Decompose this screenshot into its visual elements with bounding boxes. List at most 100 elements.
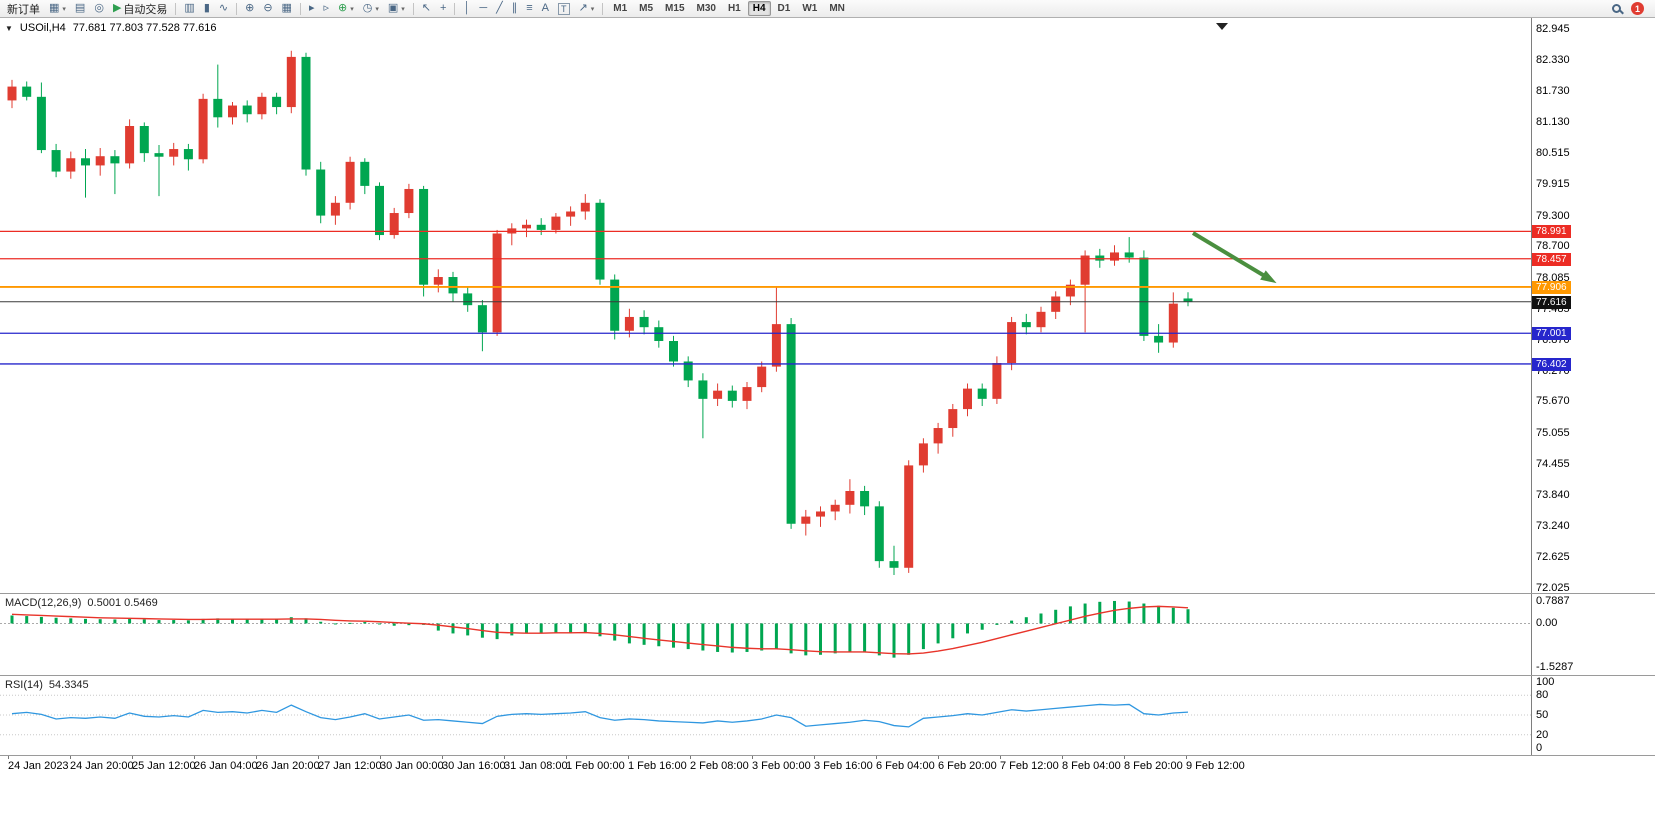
price-axis[interactable]: 82.945 82.330 81.730 81.130 80.515 79.915 79.3… [1531,18,1655,593]
label-button[interactable]: T [554,1,574,17]
timeframe-w1-button[interactable]: W1 [802,3,818,14]
macd-axis-label: 0.00 [1536,617,1558,630]
macd-axis-label: 0.7887 [1536,595,1570,607]
macd-label: MACD(12,26,9) 0.5001 0.5469 [5,597,158,609]
indicators-icon: ⊕ [338,2,348,14]
crosshair-button[interactable]: + [436,1,450,17]
auto-scroll-button[interactable]: ▸ [305,1,319,17]
main-chart-panel[interactable]: 82.945 82.330 81.730 81.130 80.515 79.915 79.3… [0,18,1655,594]
timeframe-m30-button[interactable]: M30 [696,3,716,14]
notification-badge[interactable]: 1 [1631,2,1644,15]
chevron-down-icon: ▾ [590,5,595,13]
time-axis[interactable]: 24 Jan 2023 24 Jan 20:00 25 Jan 12:00 26 Ja… [0,756,1655,774]
alerts-icon: ◎ [94,2,104,14]
price-level-badge: 76.402 [1532,357,1571,371]
charts-menu-button[interactable]: ▦ ▾ [45,1,70,17]
zoom-in-button[interactable]: ⊕ [241,1,258,17]
time-axis-label: 27 Jan 12:00 [318,760,382,772]
periods-button[interactable]: ◷ ▾ [359,1,383,17]
toolbar-separator [602,2,604,15]
macd-histogram [10,600,1190,658]
price-level-badge: 77.616 [1532,295,1571,309]
horizontal-line-button[interactable]: ─ [475,1,491,17]
macd-axis-label: -1.5287 [1536,661,1574,673]
text-button[interactable]: A [538,1,553,17]
main-plot[interactable] [0,18,1531,593]
timeframe-m5-button[interactable]: M5 [639,3,654,14]
macd-axis[interactable]: 0.7887 0.00 -1.5287 [1531,594,1655,675]
toolbar-separator [236,2,238,15]
auto-trading-button-label: 自动交易 [123,3,168,16]
auto-trading-button[interactable]: ▶ 自动交易 [109,1,171,17]
price-axis-label: 82.945 [1536,23,1570,35]
candle-chart-type-icon: ▮ [203,2,210,14]
timeframe-h4-button[interactable]: H4 [747,1,771,16]
line-chart-type-button[interactable]: ∿ [215,1,232,17]
price-axis-label: 80.515 [1536,147,1570,160]
time-axis-label: 26 Jan 20:00 [256,760,320,772]
price-axis-label: 78.085 [1536,271,1570,284]
time-axis-label: 30 Jan 00:00 [380,760,444,772]
price-level-lines[interactable] [0,230,1531,365]
time-axis-label: 8 Feb 20:00 [1124,760,1183,772]
label-icon: T [558,2,570,15]
time-tick [690,756,691,759]
profiles-button[interactable]: ▤ [71,1,89,17]
channel-button[interactable]: ∥ [508,1,522,17]
timeframe-d1-button[interactable]: D1 [777,3,791,14]
vertical-line-button[interactable]: │ [459,1,474,17]
zoom-out-icon: ⊖ [263,2,273,14]
time-axis-label: 1 Feb 00:00 [566,760,625,772]
new-order-button[interactable]: 新订单 [3,1,44,17]
time-axis-label: 31 Jan 08:00 [504,760,568,772]
macd-signal-line [11,605,1189,655]
crosshair-icon: + [440,2,447,14]
tile-windows-button[interactable]: ▦ [278,1,296,17]
search-icon[interactable] [1612,4,1621,13]
bar-chart-type-button[interactable]: ▥ [180,1,198,17]
trendline-icon: ╱ [496,2,503,14]
rsi-axis[interactable]: 100 80 50 20 0 [1531,676,1655,755]
chart-shift-marker[interactable] [1216,23,1228,30]
time-tick [1062,756,1063,759]
price-level-badge: 78.457 [1532,252,1571,266]
trend-arrow-annotation[interactable] [1191,231,1277,284]
arrows-button[interactable]: ↗ ▾ [575,1,599,17]
templates-button[interactable]: ▣ ▾ [384,1,409,17]
rsi-line [11,703,1189,728]
indicators-button[interactable]: ⊕ ▾ [334,1,358,17]
auto-trading-icon: ▶ [112,2,122,14]
channel-icon: ∥ [511,2,518,14]
chart-shift-button[interactable]: ▹ [319,1,333,17]
zoom-in-icon: ⊕ [245,2,255,14]
price-axis-label: 72.025 [1536,582,1570,594]
chevron-down-icon: ▾ [375,5,379,13]
price-axis-label: 75.670 [1536,395,1570,408]
time-tick [194,756,195,759]
arrows-icon: ↗ [578,2,588,14]
macd-panel[interactable]: 0.7887 0.00 -1.5287 MACD(12,26,9) 0.5001 0… [0,594,1655,676]
rsi-axis-label: 50 [1536,709,1549,721]
timeframe-m15-button[interactable]: M15 [665,3,685,14]
chevron-down-icon: ▾ [62,5,66,13]
chevron-down-icon: ▾ [350,5,354,13]
one-click-trading-arrow[interactable]: ▼ [5,23,13,33]
candle-chart-type-button[interactable]: ▮ [200,1,214,17]
timeframe-m1-button[interactable]: M1 [613,3,628,14]
timeframe-mn-button[interactable]: MN [829,3,845,14]
price-axis-label: 79.915 [1536,178,1570,191]
rsi-value: 54.3345 [48,679,89,691]
toolbar-separator [175,2,177,15]
price-axis-label: 75.055 [1536,426,1570,439]
fibonacci-button[interactable]: ≡ [522,1,536,17]
time-tick [1000,756,1001,759]
price-axis-label: 78.700 [1536,240,1570,253]
toolbar-items: 新订单 ▦ ▾ ▤ ◎ ▶ 自动交易 ▥ ▮ ∿ ⊕ ⊖ ▦ ▸ ▹ ⊕ ▾ ◷ ▾ ▣ ▾ ↖ + │ ─ ╱ ∥ ≡ A T ↗ ▾ [3,1,606,17]
timeframe-h1-button[interactable]: H1 [727,3,741,14]
cursor-button[interactable]: ↖ [418,1,435,17]
zoom-out-button[interactable]: ⊖ [259,1,276,17]
time-axis-label: 7 Feb 12:00 [1000,760,1059,772]
rsi-panel[interactable]: 100 80 50 20 0 RSI(14) 54.3345 [0,676,1655,756]
trendline-button[interactable]: ╱ [492,1,507,17]
alerts-button[interactable]: ◎ [90,1,108,17]
